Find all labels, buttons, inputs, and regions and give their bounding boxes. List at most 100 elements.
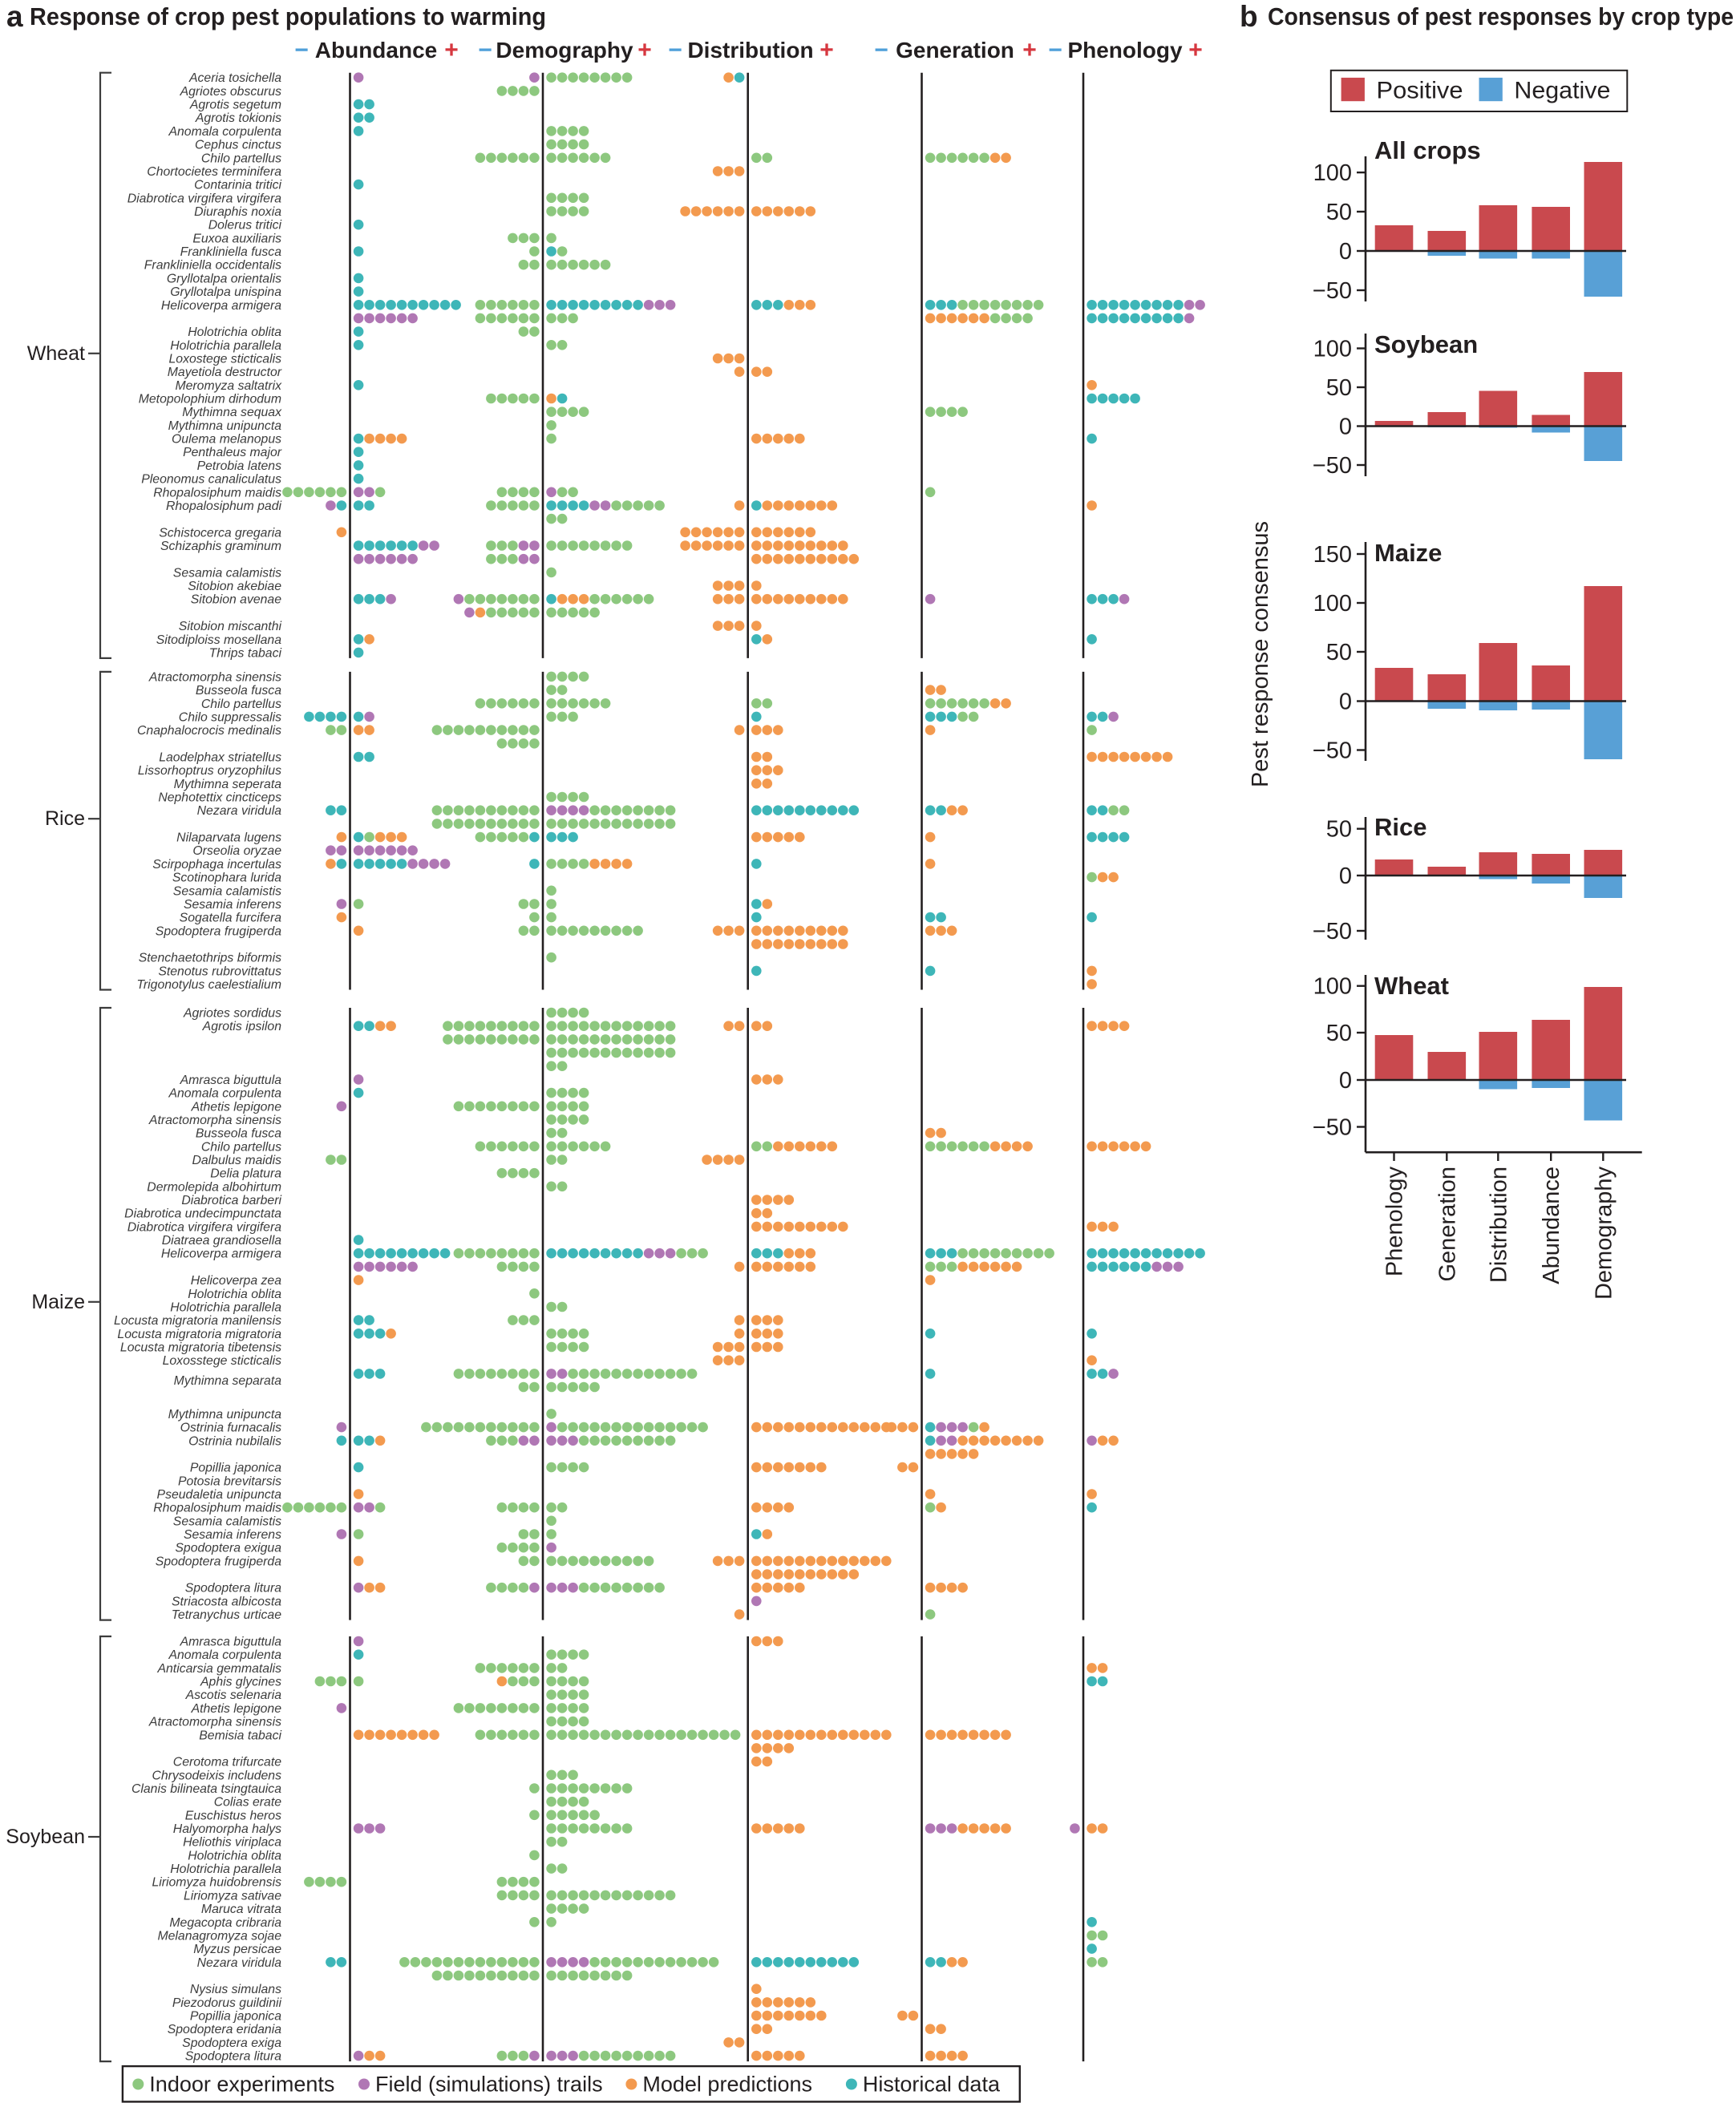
svg-text:Maize: Maize [1374,539,1442,567]
svg-text:Demography: Demography [496,38,633,63]
svg-text:a: a [6,0,23,33]
svg-text:Wheat: Wheat [27,342,85,365]
svg-text:Abundance: Abundance [1539,1167,1564,1284]
svg-text:Ostrinia furnacalis: Ostrinia furnacalis [180,1422,282,1435]
svg-text:Helicoverpa armigera: Helicoverpa armigera [161,1248,281,1261]
svg-text:Diabrotica virgifera virgifera: Diabrotica virgifera virgifera [127,1220,281,1234]
svg-text:0: 0 [1339,239,1352,265]
svg-text:Negative: Negative [1514,78,1610,104]
svg-text:Chilo suppressalis: Chilo suppressalis [179,710,281,724]
svg-text:Mayetiola destructor: Mayetiola destructor [168,366,282,379]
svg-text:Dolerus tritici: Dolerus tritici [208,219,282,233]
svg-text:Rice: Rice [1374,813,1426,841]
svg-text:Anomala corpulenta: Anomala corpulenta [168,1648,281,1662]
svg-text:Generation: Generation [896,38,1014,63]
svg-text:Rhopalosiphum maidis: Rhopalosiphum maidis [153,486,281,499]
svg-text:−50: −50 [1313,919,1352,944]
svg-text:Clanis bilineata tsingtauica: Clanis bilineata tsingtauica [132,1782,281,1796]
svg-text:0: 0 [1339,1068,1352,1094]
svg-text:Lissorhoptrus oryzophilus: Lissorhoptrus oryzophilus [138,764,281,778]
svg-text:Agrotis segetum: Agrotis segetum [189,99,281,112]
svg-text:Spodoptera frugiperda: Spodoptera frugiperda [156,924,281,938]
svg-text:Historical data: Historical data [863,2073,1001,2097]
svg-text:Agriotes obscurus: Agriotes obscurus [180,85,282,99]
svg-text:Sogatella furcifera: Sogatella furcifera [180,912,282,925]
svg-text:Chilo partellus: Chilo partellus [201,152,281,165]
svg-text:Nezara viridula: Nezara viridula [197,1956,282,1970]
svg-text:Rice: Rice [45,807,85,830]
svg-text:Soybean: Soybean [6,1826,85,1848]
svg-text:−: − [668,37,682,63]
svg-text:Atractomorpha sinensis: Atractomorpha sinensis [148,1716,281,1729]
svg-text:Petrobia latens: Petrobia latens [197,459,281,473]
svg-text:+: + [637,37,652,63]
svg-text:Frankliniella fusca: Frankliniella fusca [180,245,282,259]
svg-text:Agrotis ipsilon: Agrotis ipsilon [202,1020,282,1033]
svg-text:Holotrichia parallela: Holotrichia parallela [170,1862,281,1876]
svg-text:Thrips tabaci: Thrips tabaci [209,646,282,660]
svg-text:Anomala corpulenta: Anomala corpulenta [168,125,281,139]
svg-text:Schizaphis graminum: Schizaphis graminum [160,540,281,553]
svg-text:Athetis lepigone: Athetis lepigone [191,1100,282,1114]
svg-text:Popillia japonica: Popillia japonica [190,2010,281,2024]
svg-text:Delia platura: Delia platura [210,1167,281,1181]
svg-text:−: − [478,37,492,63]
svg-text:100: 100 [1313,974,1352,1000]
svg-text:Holotrichia oblita: Holotrichia oblita [188,1288,281,1301]
svg-text:Nezara viridula: Nezara viridula [197,804,282,818]
svg-text:−: − [294,37,309,63]
svg-text:Holotrichia oblita: Holotrichia oblita [188,326,281,339]
svg-text:Ascotis selenaria: Ascotis selenaria [185,1688,282,1702]
svg-text:Aceria tosichella: Aceria tosichella [188,71,281,85]
svg-text:Spodoptera litura: Spodoptera litura [185,2050,282,2064]
svg-text:Spodoptera litura: Spodoptera litura [185,1582,282,1595]
svg-text:Anticarsia gemmatalis: Anticarsia gemmatalis [156,1662,281,1676]
svg-text:Heliothis viriplaca: Heliothis viriplaca [183,1836,281,1850]
svg-text:Piezodorus guildinii: Piezodorus guildinii [172,1996,282,2010]
svg-text:Stenotus rubrovittatus: Stenotus rubrovittatus [158,965,281,978]
svg-text:+: + [444,37,459,63]
svg-text:Melanagromyza sojae: Melanagromyza sojae [157,1930,281,1943]
svg-text:100: 100 [1313,337,1352,362]
svg-text:0: 0 [1339,415,1352,440]
svg-text:Consensus of pest responses by: Consensus of pest responses by crop type [1268,2,1734,30]
svg-text:Chrysodeixis includens: Chrysodeixis includens [152,1769,281,1782]
svg-text:Spodoptera exiga: Spodoptera exiga [182,2036,281,2050]
svg-text:Contarinia tritici: Contarinia tritici [194,179,281,192]
svg-text:Mythimna seperata: Mythimna seperata [174,778,282,791]
svg-text:Rhopalosiphum padi: Rhopalosiphum padi [166,499,282,513]
svg-text:Atractomorpha sinensis: Atractomorpha sinensis [148,1114,281,1127]
svg-text:Amrasca biguttula: Amrasca biguttula [180,1636,282,1649]
svg-text:Distribution: Distribution [1486,1167,1511,1283]
svg-text:100: 100 [1313,160,1352,186]
svg-text:Laodelphax striatellus: Laodelphax striatellus [159,751,281,765]
svg-text:0: 0 [1339,863,1352,889]
svg-text:Abundance: Abundance [315,38,437,63]
svg-text:Bemisia tabaci: Bemisia tabaci [199,1729,281,1742]
svg-text:b: b [1240,0,1258,33]
svg-text:Oulema melanopus: Oulema melanopus [172,433,281,447]
svg-text:Spodoptera frugiperda: Spodoptera frugiperda [156,1555,281,1568]
svg-text:Sitobion akebiae: Sitobion akebiae [188,580,281,593]
svg-text:Locusta migratoria manilensis: Locusta migratoria manilensis [114,1314,281,1328]
svg-text:Locusta migratoria tibetensis: Locusta migratoria tibetensis [120,1341,281,1355]
svg-text:Nephotettix cincticeps: Nephotettix cincticeps [158,791,281,805]
svg-text:Myzus persicae: Myzus persicae [193,1943,281,1956]
svg-text:Sesamia inferens: Sesamia inferens [184,1528,281,1542]
svg-text:−: − [874,37,888,63]
svg-text:Loxostege sticticalis: Loxostege sticticalis [169,353,282,366]
svg-text:Demography: Demography [1591,1167,1617,1300]
svg-text:Agriotes sordidus: Agriotes sordidus [183,1007,281,1021]
svg-text:Diuraphis noxia: Diuraphis noxia [194,205,281,219]
svg-text:Pleonomus canaliculatus: Pleonomus canaliculatus [141,473,281,487]
svg-text:Response of crop pest populati: Response of crop pest populations to war… [30,2,546,30]
svg-text:Megacopta cribraria: Megacopta cribraria [169,1916,281,1930]
svg-text:Chilo partellus: Chilo partellus [201,698,281,711]
svg-text:Striacosta albicosta: Striacosta albicosta [172,1595,281,1608]
svg-text:Aphis glycines: Aphis glycines [200,1676,281,1689]
svg-text:All crops: All crops [1374,136,1481,164]
svg-text:+: + [1022,37,1037,63]
svg-text:Phenology: Phenology [1382,1167,1408,1277]
svg-text:Mythimna unipuncta: Mythimna unipuncta [168,419,282,433]
svg-text:Chilo partellus: Chilo partellus [201,1140,281,1154]
